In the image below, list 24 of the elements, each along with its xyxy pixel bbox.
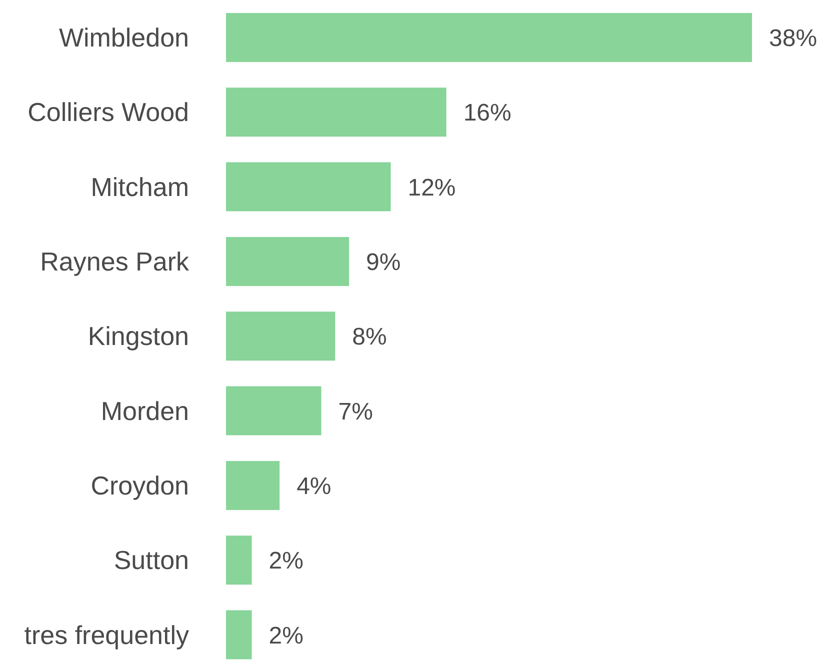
y-tick-label: Wimbledon <box>58 22 189 53</box>
data-label: 38% <box>769 24 818 52</box>
y-tick-label: tres frequently <box>24 620 189 650</box>
data-label: 4% <box>296 472 332 500</box>
data-label: 9% <box>366 248 401 276</box>
data-label: 7% <box>338 398 373 426</box>
bar <box>224 534 254 587</box>
y-tick-label: Croydon <box>90 470 189 501</box>
data-label: 12% <box>408 174 456 202</box>
bar <box>224 160 393 214</box>
data-label: 2% <box>268 622 304 650</box>
y-tick-label: Mitcham <box>90 172 189 202</box>
bar <box>224 608 254 662</box>
bar <box>224 384 324 438</box>
data-label: 8% <box>352 324 387 351</box>
y-tick-label: Kingston <box>88 321 189 352</box>
data-label: 16% <box>463 100 512 127</box>
y-tick-label: Morden <box>100 396 189 426</box>
y-tick-label: Sutton <box>114 545 189 576</box>
y-tick-label: Colliers Wood <box>28 97 189 128</box>
y-tick-label: Raynes Park <box>40 246 190 277</box>
data-label: 2% <box>268 548 304 575</box>
bar <box>224 310 338 363</box>
bar <box>224 86 448 139</box>
